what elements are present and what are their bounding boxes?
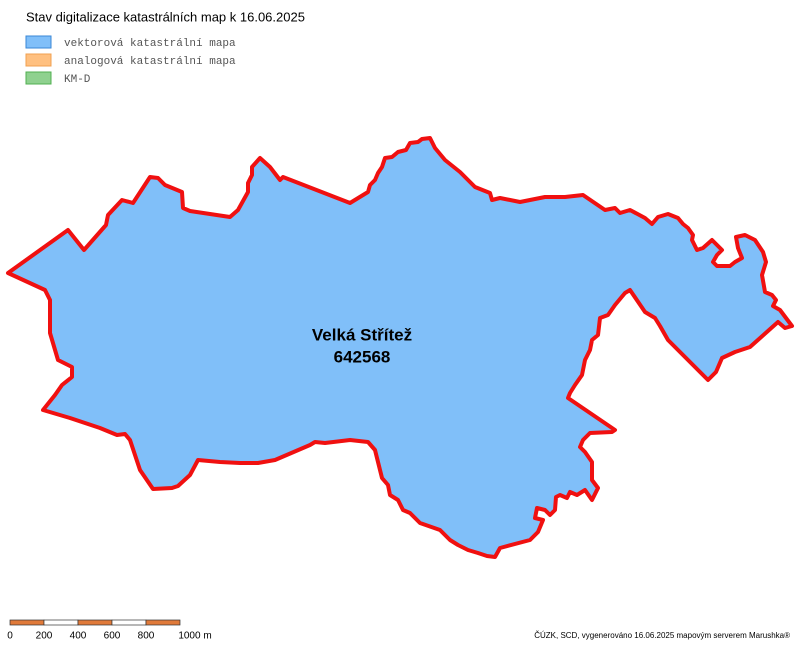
map-title: Stav digitalizace katastrálních map k 16… bbox=[26, 9, 305, 24]
scale-label: 600 bbox=[104, 631, 121, 642]
scale-segment bbox=[145, 619, 181, 626]
legend-swatch bbox=[25, 71, 52, 85]
footer: ČÚZK, SCD, vygenerováno 16.06.2025 mapov… bbox=[534, 631, 790, 640]
legend-item: analogová katastrální mapa bbox=[64, 56, 236, 68]
scale-label: 400 bbox=[70, 631, 87, 642]
area-code: 642568 bbox=[334, 347, 391, 366]
scale-bar: 0 200 400 600 800 1000 m bbox=[7, 619, 212, 642]
scale-segment bbox=[111, 619, 147, 626]
scale-segment bbox=[77, 619, 113, 626]
area-name: Velká Střítež bbox=[312, 325, 412, 344]
legend-swatch bbox=[25, 53, 52, 67]
scale-segment bbox=[9, 619, 45, 626]
scale-label: 1000 m bbox=[178, 631, 211, 642]
scale-label: 200 bbox=[36, 631, 53, 642]
legend-item: KM-D bbox=[64, 74, 91, 86]
legend-item: vektorová katastrální mapa bbox=[64, 38, 236, 50]
scale-segment bbox=[43, 619, 79, 626]
legend-swatch bbox=[25, 35, 52, 49]
scale-label: 0 bbox=[7, 631, 13, 642]
scale-label: 800 bbox=[138, 631, 155, 642]
cadastral-area bbox=[6, 136, 794, 559]
